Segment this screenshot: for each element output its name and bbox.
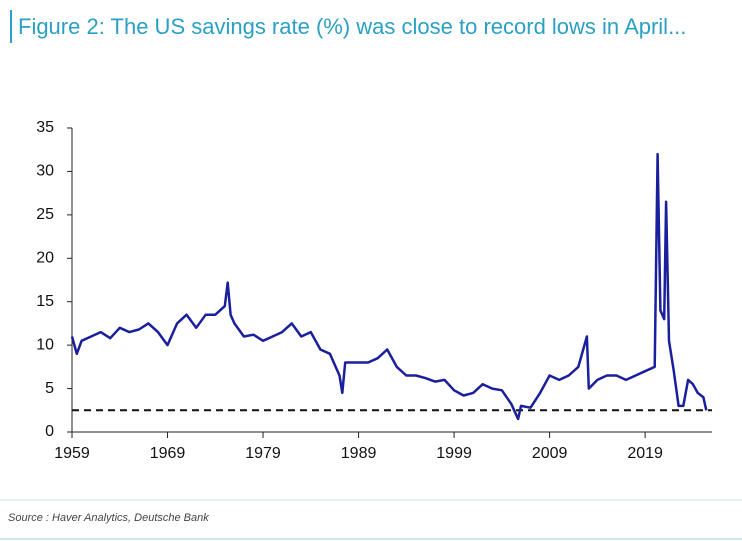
y-tick-label: 15 (36, 293, 54, 310)
x-tick-label: 1999 (436, 445, 472, 462)
x-tick-label: 1989 (341, 445, 377, 462)
x-tick-label: 1959 (54, 445, 90, 462)
y-tick-label: 5 (45, 380, 54, 397)
chart-title: Figure 2: The US savings rate (%) was cl… (10, 10, 742, 43)
x-tick-label: 2019 (627, 445, 663, 462)
x-tick-label: 1969 (150, 445, 186, 462)
y-tick-label: 0 (45, 423, 54, 440)
x-tick-label: 1979 (245, 445, 281, 462)
y-tick-label: 10 (36, 336, 54, 353)
y-tick-label: 30 (36, 163, 54, 180)
line-series (70, 152, 708, 421)
x-tick-label: 2009 (532, 445, 568, 462)
source: Source : Haver Analytics, Deutsche Bank (8, 512, 209, 524)
y-tick-label: 35 (36, 119, 54, 136)
y-tick-label: 25 (36, 206, 54, 223)
y-tick-label: 20 (36, 250, 54, 267)
